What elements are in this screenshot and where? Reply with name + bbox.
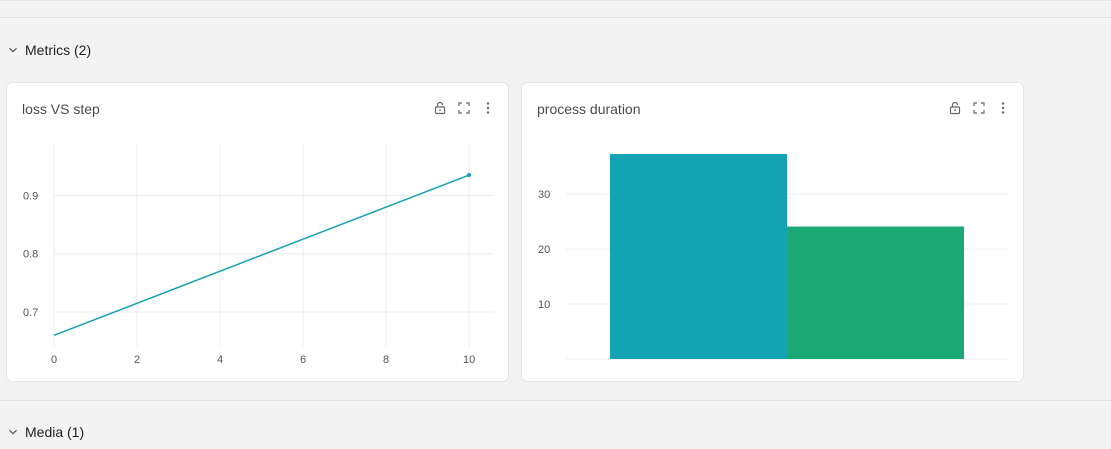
- y-tick-label: 0.9: [23, 190, 38, 202]
- series-point: [467, 173, 472, 178]
- loss-chart-title: loss VS step: [22, 101, 100, 117]
- chevron-down-icon: [6, 425, 20, 439]
- media-section-label: Media (1): [25, 424, 85, 440]
- section-divider: [0, 400, 1111, 401]
- duration-chart-plot: 10 20 30: [538, 154, 1009, 360]
- loss-chart-tools: [432, 100, 496, 116]
- y-tick-label: 0.8: [23, 249, 38, 261]
- more-vertical-icon[interactable]: [995, 100, 1011, 116]
- x-tick-label: 6: [300, 354, 306, 366]
- loss-chart-plot: 0 2 4 6 8 10 0.7 0.8 0.9: [23, 143, 494, 366]
- lock-open-icon[interactable]: [947, 100, 963, 116]
- y-tick-label: 10: [538, 299, 550, 311]
- top-divider: [0, 0, 1111, 18]
- x-tick-label: 2: [134, 354, 140, 366]
- x-tick-label: 0: [51, 354, 57, 366]
- metrics-section-toggle[interactable]: Metrics (2): [6, 38, 91, 62]
- bar: [787, 226, 964, 359]
- metrics-section-label: Metrics (2): [25, 42, 92, 58]
- duration-chart-title: process duration: [537, 101, 641, 117]
- x-tick-label: 10: [463, 354, 475, 366]
- loss-chart-card: loss VS step 0 2 4 6 8 10 0.7 0.8 0.9: [6, 82, 509, 382]
- bar: [610, 154, 787, 359]
- media-section-toggle[interactable]: Media (1): [6, 420, 84, 444]
- more-vertical-icon[interactable]: [480, 100, 496, 116]
- duration-chart-tools: [947, 100, 1011, 116]
- y-tick-label: 20: [538, 244, 550, 256]
- series-line: [53, 174, 470, 337]
- expand-icon[interactable]: [971, 100, 987, 116]
- y-tick-label: 30: [538, 189, 550, 201]
- duration-chart-card: process duration 10 20 30: [521, 82, 1024, 382]
- lock-open-icon[interactable]: [432, 100, 448, 116]
- x-tick-label: 8: [383, 354, 389, 366]
- x-tick-label: 4: [217, 354, 223, 366]
- expand-icon[interactable]: [456, 100, 472, 116]
- chevron-down-icon: [6, 43, 20, 57]
- y-tick-label: 0.7: [23, 307, 38, 319]
